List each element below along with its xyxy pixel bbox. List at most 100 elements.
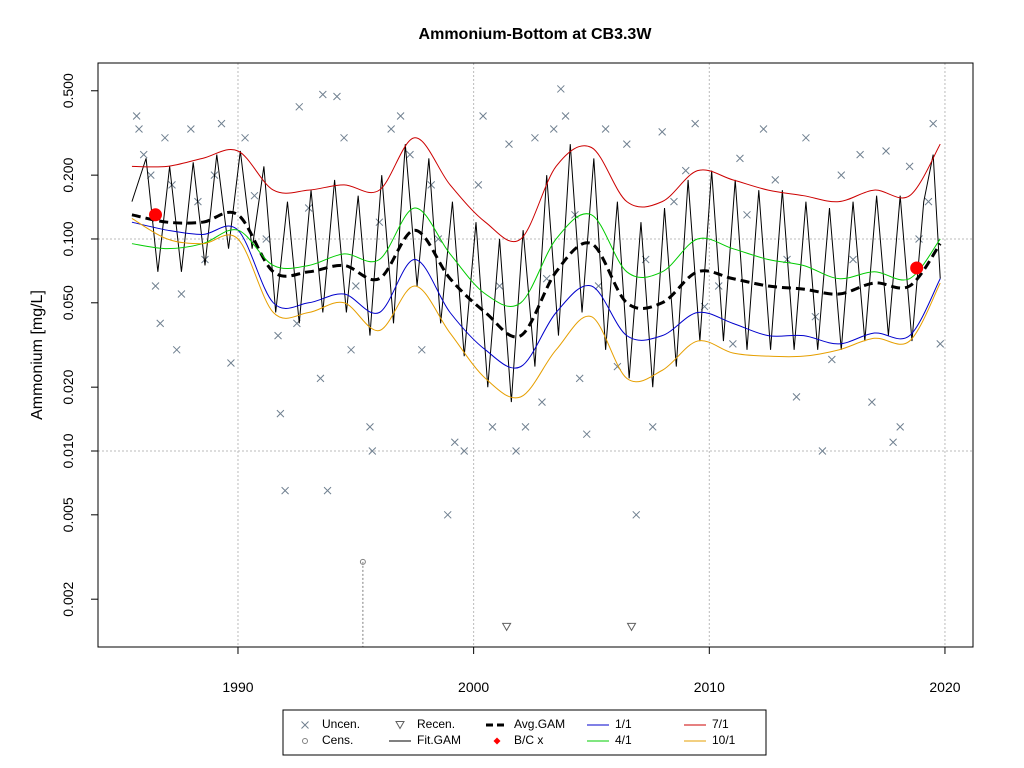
uncensored-point <box>670 197 678 206</box>
uncensored-point <box>387 125 396 133</box>
uncensored-point <box>217 119 226 128</box>
uncensored-point <box>924 197 933 206</box>
uncensored-point <box>262 235 271 243</box>
y-tick-label: 0.100 <box>60 221 76 256</box>
uncensored-point <box>743 210 751 219</box>
uncensored-point <box>450 438 459 447</box>
uncensored-point <box>151 282 160 290</box>
uncensored-point <box>333 92 341 101</box>
y-tick-label: 0.002 <box>60 581 76 616</box>
uncensored-point <box>802 133 810 142</box>
legend-label: B/C x <box>514 733 543 747</box>
uncensored-point <box>889 438 897 447</box>
uncensored-point <box>177 290 186 298</box>
uncensored-point <box>318 90 327 99</box>
uncensored-point <box>250 191 259 200</box>
uncensored-point <box>531 133 539 142</box>
uncensored-point <box>905 162 914 171</box>
uncensored-point <box>139 150 148 159</box>
uncensored-point <box>868 398 876 406</box>
legend-symbol <box>493 737 501 745</box>
x-tick-label: 2010 <box>694 679 725 695</box>
uncensored-point <box>632 510 641 519</box>
uncensored-point <box>351 282 360 290</box>
uncensored-point <box>227 359 235 367</box>
legend-symbol <box>301 721 309 729</box>
avg-gam-line <box>131 210 942 339</box>
uncensored-point <box>135 125 143 133</box>
uncensored-point <box>460 447 469 455</box>
recensored-point <box>626 622 637 632</box>
y-tick-label: 0.005 <box>60 497 76 532</box>
legend-label: Fit.GAM <box>417 733 461 747</box>
uncensored-point <box>556 85 565 93</box>
plot-frame <box>97 62 974 648</box>
recensored-point <box>501 622 512 632</box>
y-tick-label: 0.500 <box>60 73 76 108</box>
uncensored-point <box>488 422 497 431</box>
uncensored-point <box>601 125 610 133</box>
seasonal-line <box>131 137 941 243</box>
uncensored-point <box>936 340 945 348</box>
uncensored-point <box>691 119 700 128</box>
uncensored-point <box>132 112 141 120</box>
legend-symbol <box>395 721 405 730</box>
legend-label: Avg.GAM <box>514 717 565 731</box>
uncensored-point <box>443 510 452 519</box>
uncensored-point <box>172 345 181 354</box>
uncensored-point <box>347 345 355 354</box>
seasonal-line <box>131 207 941 307</box>
uncensored-point <box>561 112 570 120</box>
legend-label: 1/1 <box>615 717 632 731</box>
uncensored-point <box>276 409 285 418</box>
uncensored-point <box>771 176 780 184</box>
bc-point <box>910 261 924 275</box>
uncensored-point <box>186 125 195 133</box>
uncensored-point <box>594 282 603 290</box>
uncensored-point <box>368 447 377 455</box>
uncensored-point <box>521 422 530 431</box>
legend-box <box>282 709 767 756</box>
uncensored-point <box>316 374 325 383</box>
censored-point <box>359 558 366 565</box>
uncensored-point <box>575 374 584 383</box>
uncensored-point <box>201 255 209 264</box>
legend-label: 4/1 <box>615 733 632 747</box>
y-tick-label: 0.010 <box>60 433 76 468</box>
uncensored-point <box>479 112 487 120</box>
uncensored-point <box>648 422 657 431</box>
uncensored-point <box>658 128 667 136</box>
legend-symbol <box>302 738 308 744</box>
y-tick-label: 0.050 <box>60 285 76 320</box>
uncensored-point <box>274 331 282 340</box>
uncensored-point <box>849 255 857 264</box>
legend-label: Recen. <box>417 717 455 731</box>
uncensored-point <box>818 447 827 455</box>
uncensored-point <box>417 345 426 354</box>
uncensored-point <box>759 125 768 133</box>
uncensored-point <box>505 140 513 149</box>
uncensored-point <box>714 282 723 290</box>
uncensored-point <box>729 340 737 348</box>
uncensored-point <box>323 486 332 495</box>
y-tick-label: 0.020 <box>60 369 76 404</box>
uncensored-point <box>681 166 690 175</box>
uncensored-point <box>241 133 249 142</box>
bc-point <box>149 208 163 222</box>
uncensored-point <box>837 171 846 179</box>
uncensored-point <box>549 125 558 133</box>
uncensored-point <box>896 422 905 431</box>
chart-title: Ammonium-Bottom at CB3.3W <box>419 26 653 43</box>
uncensored-point <box>622 140 631 149</box>
seasonal-line <box>131 217 941 399</box>
legend-label: Uncen. <box>322 717 360 731</box>
fit-gam-line <box>131 144 941 403</box>
uncensored-point <box>366 422 374 431</box>
uncensored-point <box>281 486 289 495</box>
uncensored-point <box>582 430 591 439</box>
uncensored-point <box>792 393 801 401</box>
uncensored-point <box>915 235 923 243</box>
